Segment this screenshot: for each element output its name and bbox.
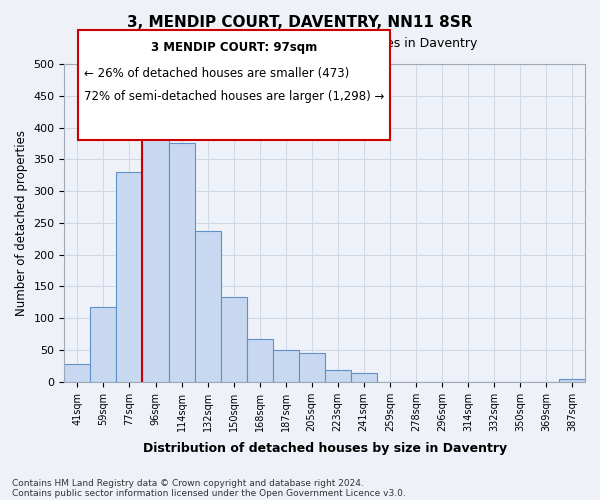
Text: Contains HM Land Registry data © Crown copyright and database right 2024.: Contains HM Land Registry data © Crown c… — [12, 478, 364, 488]
X-axis label: Distribution of detached houses by size in Daventry: Distribution of detached houses by size … — [143, 442, 507, 455]
Bar — [142, 134, 169, 382]
Bar — [351, 373, 377, 382]
Text: Contains public sector information licensed under the Open Government Licence v3: Contains public sector information licen… — [12, 488, 406, 498]
Bar — [299, 352, 325, 382]
Bar — [169, 144, 194, 382]
Bar — [325, 370, 351, 382]
Bar — [221, 298, 247, 382]
Bar — [559, 378, 585, 382]
Text: 72% of semi-detached houses are larger (1,298) →: 72% of semi-detached houses are larger (… — [84, 90, 385, 103]
Y-axis label: Number of detached properties: Number of detached properties — [15, 130, 28, 316]
Text: ← 26% of detached houses are smaller (473): ← 26% of detached houses are smaller (47… — [84, 68, 349, 80]
Bar — [116, 172, 142, 382]
Text: 3 MENDIP COURT: 97sqm: 3 MENDIP COURT: 97sqm — [151, 41, 317, 54]
Bar — [247, 338, 272, 382]
Bar — [272, 350, 299, 382]
Text: 3, MENDIP COURT, DAVENTRY, NN11 8SR: 3, MENDIP COURT, DAVENTRY, NN11 8SR — [127, 15, 473, 30]
Text: Size of property relative to detached houses in Daventry: Size of property relative to detached ho… — [122, 38, 478, 51]
Bar — [91, 308, 116, 382]
Bar — [194, 230, 221, 382]
Bar — [64, 364, 91, 382]
